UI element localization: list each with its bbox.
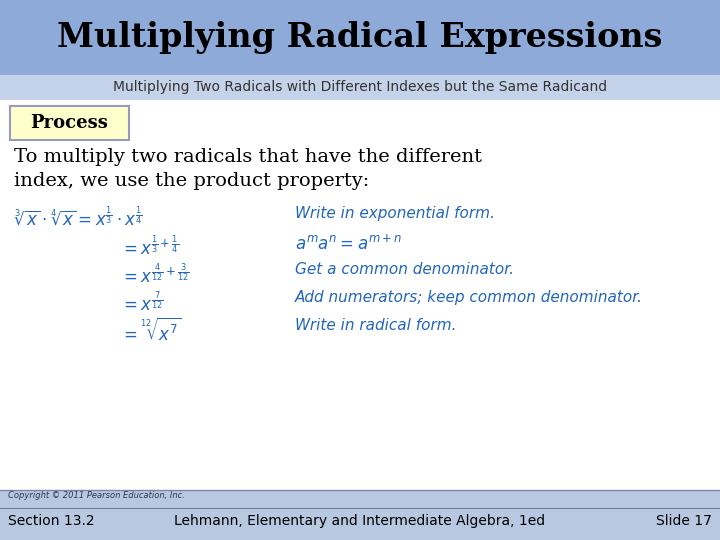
Bar: [0, 0, 720, 75]
Text: Copyright © 2011 Pearson Education, Inc.: Copyright © 2011 Pearson Education, Inc.: [8, 491, 185, 501]
Text: $= x^{\frac{1}{3}+\frac{1}{4}}$: $= x^{\frac{1}{3}+\frac{1}{4}}$: [120, 234, 179, 258]
Text: To multiply two radicals that have the different: To multiply two radicals that have the d…: [14, 148, 482, 166]
Bar: [0, 490, 720, 540]
Text: Section 13.2: Section 13.2: [8, 514, 94, 528]
Text: Slide 17: Slide 17: [656, 514, 712, 528]
Text: Multiplying Radical Expressions: Multiplying Radical Expressions: [58, 21, 662, 54]
Text: index, we use the product property:: index, we use the product property:: [14, 172, 369, 190]
Text: Write in radical form.: Write in radical form.: [295, 318, 456, 333]
Text: Process: Process: [30, 114, 109, 132]
Text: Add numerators; keep common denominator.: Add numerators; keep common denominator.: [295, 290, 643, 305]
Text: $\sqrt[3]{x} \cdot \sqrt[4]{x} = x^{\frac{1}{3}} \cdot x^{\frac{1}{4}}$: $\sqrt[3]{x} \cdot \sqrt[4]{x} = x^{\fra…: [14, 206, 143, 230]
Text: $= \sqrt[12]{x^7}$: $= \sqrt[12]{x^7}$: [120, 318, 181, 345]
FancyBboxPatch shape: [10, 106, 129, 140]
Text: $= x^{\frac{7}{12}}$: $= x^{\frac{7}{12}}$: [120, 290, 163, 314]
Text: Get a common denominator.: Get a common denominator.: [295, 262, 514, 277]
Text: $a^m a^n = a^{m+n}$: $a^m a^n = a^{m+n}$: [295, 234, 402, 253]
Text: Multiplying Two Radicals with Different Indexes but the Same Radicand: Multiplying Two Radicals with Different …: [113, 80, 607, 94]
Text: $= x^{\frac{4}{12}+\frac{3}{12}}$: $= x^{\frac{4}{12}+\frac{3}{12}}$: [120, 262, 189, 286]
Text: Lehmann, Elementary and Intermediate Algebra, 1ed: Lehmann, Elementary and Intermediate Alg…: [174, 514, 546, 528]
Text: Write in exponential form.: Write in exponential form.: [295, 206, 495, 221]
Bar: [0, 75, 720, 100]
